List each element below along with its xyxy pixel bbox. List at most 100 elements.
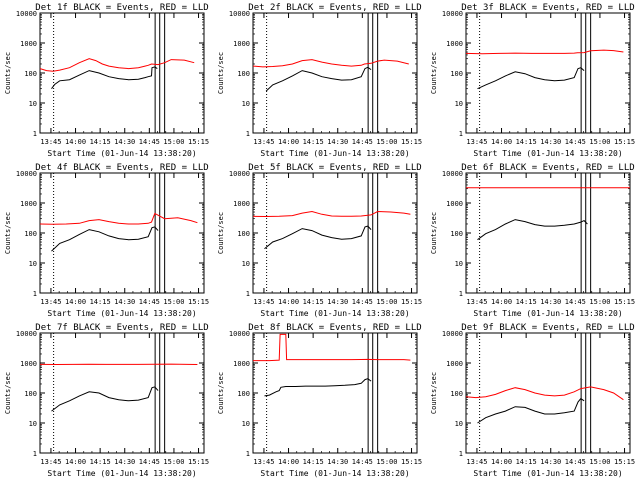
- y-tick-label: 1000: [233, 40, 250, 48]
- chart-panel-3: Det 3f BLACK = Events, RED = LLD Counts/s…: [430, 3, 635, 158]
- y-tick-label: 10: [455, 100, 463, 108]
- x-tick-label: 14:00: [491, 138, 512, 146]
- x-tick-label: 13:45: [466, 458, 487, 466]
- y-tick-label: 1: [459, 450, 463, 458]
- plot-frame: [39, 332, 205, 454]
- x-tick-label: 14:45: [352, 138, 373, 146]
- x-tick-label: 13:45: [466, 298, 487, 306]
- y-tick-label: 1000: [20, 40, 37, 48]
- x-tick-label: 14:00: [65, 138, 86, 146]
- x-tick-label: 15:00: [376, 138, 397, 146]
- y-tick-label: 100: [24, 70, 37, 78]
- y-tick-label: 1000: [20, 200, 37, 208]
- events-series-line: [477, 219, 588, 241]
- y-axis-label: Counts/sec: [430, 372, 438, 414]
- y-tick-label: 1000: [20, 360, 37, 368]
- x-tick-label: 15:00: [163, 298, 184, 306]
- y-axis-label: Counts/sec: [430, 212, 438, 254]
- chart-title: Det 7f BLACK = Events, RED = LLD: [35, 323, 208, 333]
- x-tick-label: 14:00: [278, 458, 299, 466]
- y-axis-label: Counts/sec: [217, 372, 225, 414]
- x-tick-label: 14:45: [352, 458, 373, 466]
- x-tick-label: 14:00: [278, 138, 299, 146]
- y-tick-label: 100: [237, 230, 250, 238]
- x-tick-label: 15:00: [589, 458, 610, 466]
- y-tick-label: 10000: [229, 170, 250, 178]
- y-tick-label: 1000: [446, 360, 463, 368]
- x-tick-label: 14:45: [139, 298, 160, 306]
- y-tick-label: 1: [459, 290, 463, 298]
- x-tick-label: 13:45: [253, 138, 274, 146]
- y-tick-label: 1000: [233, 200, 250, 208]
- y-tick-label: 1: [459, 130, 463, 138]
- lld-series-line: [252, 210, 411, 218]
- x-tick-label: 14:15: [516, 138, 537, 146]
- x-tick-label: 14:15: [90, 458, 111, 466]
- x-tick-label: 14:15: [516, 298, 537, 306]
- y-tick-label: 10: [455, 260, 463, 268]
- x-tick-label: 15:00: [376, 458, 397, 466]
- y-tick-label: 100: [450, 230, 463, 238]
- x-tick-label: 14:45: [139, 138, 160, 146]
- x-tick-label: 15:00: [589, 138, 610, 146]
- x-axis-label: Start Time (01-Jun-14 13:38:20): [260, 149, 409, 158]
- x-tick-label: 15:15: [614, 458, 635, 466]
- plot-frame: [252, 12, 418, 134]
- y-tick-label: 10: [29, 100, 37, 108]
- x-tick-label: 14:30: [540, 298, 561, 306]
- x-tick-label: 14:00: [65, 298, 86, 306]
- y-axis-label: Counts/sec: [430, 52, 438, 94]
- x-tick-label: 14:15: [303, 298, 324, 306]
- events-series-line: [477, 67, 585, 90]
- y-tick-label: 100: [24, 230, 37, 238]
- chart-title: Det 8f BLACK = Events, RED = LLD: [248, 323, 421, 333]
- x-tick-label: 14:45: [565, 298, 586, 306]
- events-series-line: [477, 397, 585, 424]
- x-tick-label: 15:00: [376, 298, 397, 306]
- y-tick-label: 100: [237, 70, 250, 78]
- chart-panel-4: Det 4f BLACK = Events, RED = LLD Counts/s…: [4, 163, 209, 318]
- chart-panel-9: Det 9f BLACK = Events, RED = LLD Counts/s…: [430, 323, 635, 478]
- plot-frame: [252, 172, 418, 294]
- plot-frame: [39, 172, 205, 294]
- lld-series-line: [39, 212, 198, 225]
- y-tick-label: 10000: [229, 10, 250, 18]
- chart-title: Det 3f BLACK = Events, RED = LLD: [461, 3, 634, 13]
- x-tick-label: 13:45: [253, 298, 274, 306]
- y-tick-label: 100: [450, 390, 463, 398]
- y-tick-label: 10: [29, 260, 37, 268]
- chart-title: Det 4f BLACK = Events, RED = LLD: [35, 163, 208, 173]
- plot-frame: [465, 172, 631, 294]
- y-axis-label: Counts/sec: [4, 372, 12, 414]
- x-tick-label: 14:30: [540, 138, 561, 146]
- y-tick-label: 10000: [442, 330, 463, 338]
- x-tick-label: 14:30: [327, 458, 348, 466]
- lld-series-line: [465, 386, 624, 401]
- events-series-line: [264, 225, 372, 250]
- x-tick-label: 14:30: [327, 298, 348, 306]
- x-tick-label: 15:15: [188, 138, 209, 146]
- plot-frame: [252, 332, 418, 454]
- y-tick-label: 1: [33, 130, 37, 138]
- lld-series-line: [253, 333, 411, 362]
- x-tick-label: 13:45: [40, 298, 61, 306]
- x-axis-label: Start Time (01-Jun-14 13:38:20): [260, 309, 409, 318]
- events-series-line: [265, 66, 372, 92]
- y-tick-label: 1: [33, 450, 37, 458]
- plot-frame: [465, 332, 631, 454]
- x-tick-label: 14:15: [516, 458, 537, 466]
- x-tick-label: 14:30: [114, 458, 135, 466]
- x-tick-label: 14:45: [352, 298, 373, 306]
- x-tick-label: 15:15: [401, 138, 422, 146]
- x-tick-label: 15:00: [163, 138, 184, 146]
- x-axis-label: Start Time (01-Jun-14 13:38:20): [47, 309, 196, 318]
- events-series-line: [51, 66, 158, 89]
- y-axis-label: Counts/sec: [4, 52, 12, 94]
- chart-title: Det 1f BLACK = Events, RED = LLD: [35, 3, 208, 13]
- plot-frame: [465, 12, 631, 134]
- chart-panel-6: Det 6f BLACK = Events, RED = LLD Counts/s…: [430, 163, 635, 318]
- y-tick-label: 1: [33, 290, 37, 298]
- x-tick-label: 13:45: [40, 138, 61, 146]
- y-tick-label: 1: [246, 450, 250, 458]
